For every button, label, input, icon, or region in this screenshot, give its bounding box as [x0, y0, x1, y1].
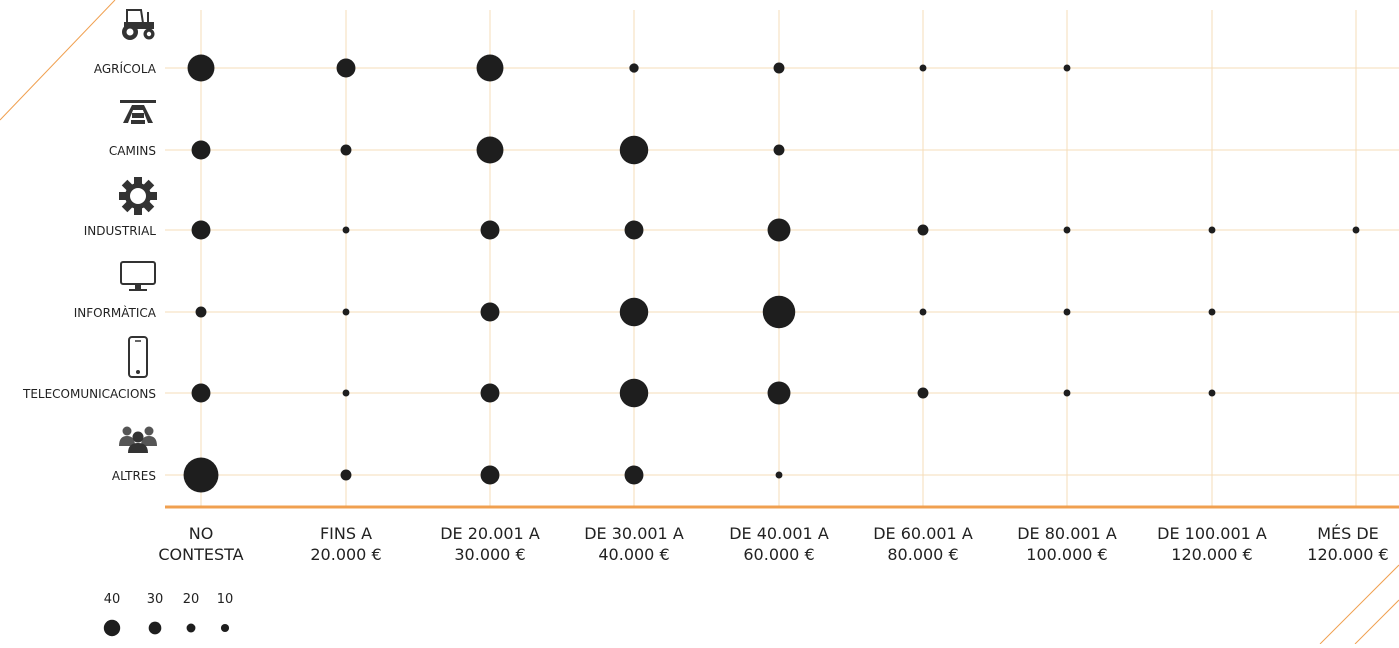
bubble — [476, 54, 504, 82]
bubble — [1208, 226, 1216, 234]
legend-label: 20 — [183, 592, 200, 607]
bubble — [342, 308, 350, 316]
bubble — [919, 308, 927, 316]
row-label: INDUSTRIAL — [84, 224, 157, 238]
x-tick-label: 120.000 € — [1307, 545, 1388, 564]
legend-bubble — [186, 623, 196, 633]
x-tick-label: 30.000 € — [454, 545, 525, 564]
bubble — [1063, 308, 1071, 316]
bubble — [336, 58, 356, 78]
people-icon — [119, 426, 157, 453]
bubble — [1352, 226, 1360, 234]
bubble — [767, 218, 791, 242]
bubble — [476, 136, 504, 164]
bubble — [1063, 389, 1071, 397]
row-label: AGRÍCOLA — [94, 61, 157, 76]
bubble — [187, 54, 215, 82]
corner-line — [0, 0, 116, 121]
bubble — [775, 471, 783, 479]
bubble — [917, 387, 929, 399]
row-label: INFORMÀTICA — [74, 305, 157, 320]
bubble — [342, 389, 350, 397]
x-tick-label: 100.000 € — [1026, 545, 1107, 564]
x-tick-label: 80.000 € — [887, 545, 958, 564]
legend-bubble — [220, 623, 230, 633]
legend-bubble — [148, 621, 162, 635]
smartphone-icon — [128, 336, 148, 378]
row-label: ALTRES — [112, 469, 156, 483]
bubble — [624, 220, 644, 240]
x-tick-label: 20.000 € — [310, 545, 381, 564]
legend-bubble — [103, 619, 121, 637]
bubble — [1063, 226, 1071, 234]
bubble — [1208, 308, 1216, 316]
x-tick-label: DE 40.001 A — [729, 524, 829, 543]
row-label: CAMINS — [109, 144, 156, 158]
tractor-icon — [122, 9, 155, 40]
bubble — [342, 226, 350, 234]
x-tick-label: MÉS DE — [1317, 524, 1379, 543]
bubble — [480, 302, 500, 322]
x-tick-label: DE 100.001 A — [1157, 524, 1267, 543]
gear-icon — [119, 177, 157, 215]
corner-line — [1354, 599, 1399, 645]
legend-label: 10 — [217, 592, 234, 607]
bubble — [340, 144, 352, 156]
bubbles — [183, 54, 1360, 493]
bubble — [183, 457, 219, 493]
road-icon — [120, 100, 156, 124]
bubble — [1208, 389, 1216, 397]
bubble — [629, 63, 639, 73]
bubble — [480, 465, 500, 485]
bubble — [624, 465, 644, 485]
x-tick-label: DE 60.001 A — [873, 524, 973, 543]
x-tick-label: 40.000 € — [598, 545, 669, 564]
legend-label: 40 — [104, 592, 121, 607]
corner-line — [1319, 564, 1399, 645]
bubble — [340, 469, 352, 481]
x-tick-label: 120.000 € — [1171, 545, 1252, 564]
bubble — [619, 297, 649, 327]
x-tick-label: FINS A — [320, 524, 372, 543]
legend-label: 30 — [147, 592, 164, 607]
bubble — [762, 295, 796, 329]
bubble — [619, 135, 649, 165]
x-tick-label: 60.000 € — [743, 545, 814, 564]
bubble — [480, 383, 500, 403]
x-tick-label: CONTESTA — [158, 545, 243, 564]
bubble — [1063, 64, 1071, 72]
x-tick-label: DE 30.001 A — [584, 524, 684, 543]
gridlines — [165, 10, 1399, 507]
bubble — [480, 220, 500, 240]
x-tick-label: DE 20.001 A — [440, 524, 540, 543]
bubble — [195, 306, 207, 318]
row-label: TELECOMUNICACIONS — [22, 387, 156, 401]
bubble — [919, 64, 927, 72]
bubble — [191, 383, 211, 403]
x-tick-label: DE 80.001 A — [1017, 524, 1117, 543]
monitor-icon — [120, 261, 156, 291]
row-labels: AGRÍCOLA CAMINS INDUSTRIAL INFORMÀTICA TELEC… — [22, 9, 157, 483]
x-axis: NO CONTESTA FINS A 20.000 € DE 20.001 A 30.00… — [158, 505, 1399, 564]
bubble — [917, 224, 929, 236]
bubble — [191, 140, 211, 160]
bubble — [773, 144, 785, 156]
bubble — [767, 381, 791, 405]
bubble — [619, 378, 649, 408]
bubble — [191, 220, 211, 240]
x-tick-label: NO — [189, 524, 214, 543]
bubble — [773, 62, 785, 74]
size-legend: 40 30 20 10 — [103, 592, 234, 637]
